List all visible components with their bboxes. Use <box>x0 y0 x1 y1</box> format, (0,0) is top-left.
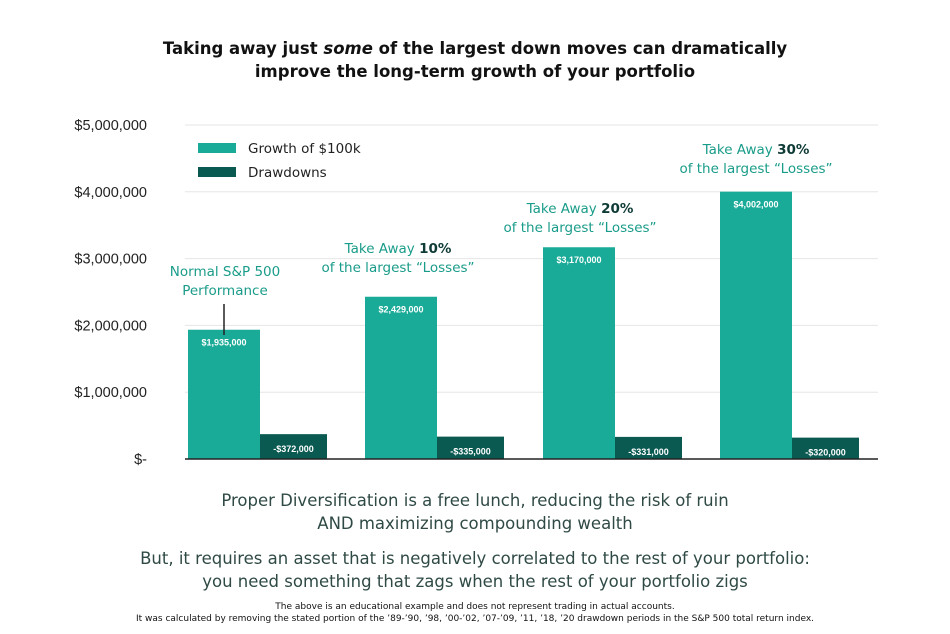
annotation-line-2: of the largest “Losses” <box>503 220 656 236</box>
bar-growth <box>188 329 260 459</box>
bar-drawdown <box>615 436 682 459</box>
annotation-line-2: Performance <box>182 283 268 299</box>
y-tick-label: $- <box>134 452 147 468</box>
y-tick-label: $5,000,000 <box>74 118 147 134</box>
annotation-line-1: Take Away 10% <box>344 241 452 257</box>
y-tick-label: $4,000,000 <box>74 185 147 201</box>
footnote: The above is an educational example and … <box>0 601 950 625</box>
annotation-line-1: Take Away 30% <box>702 142 810 158</box>
bar-growth <box>365 296 437 459</box>
bar-drawdown <box>260 434 327 459</box>
legend-swatch-growth <box>198 143 236 153</box>
title-emphasis: some <box>323 39 373 58</box>
tagline-2-line-2: you need something that zags when the re… <box>202 572 748 591</box>
legend-label-drawdown: Drawdowns <box>248 165 327 181</box>
data-label-drawdown: -$320,000 <box>805 448 846 458</box>
data-label-growth: $1,935,000 <box>201 338 246 348</box>
title-line-1: Taking away just some of the largest dow… <box>162 39 788 58</box>
chart-title: Taking away just some of the largest dow… <box>0 37 950 83</box>
tagline-1-line-1: Proper Diversification is a free lunch, … <box>221 491 729 510</box>
annotation-line-2: of the largest “Losses” <box>679 161 832 177</box>
data-label-drawdown: -$335,000 <box>450 447 491 457</box>
tagline-diversification: Proper Diversification is a free lunch, … <box>0 489 950 535</box>
bar-growth <box>720 191 792 460</box>
data-label-growth: $3,170,000 <box>556 255 601 265</box>
tagline-2-line-1: But, it requires an asset that is negati… <box>140 549 810 568</box>
title-line-2: improve the long-term growth of your por… <box>254 62 696 81</box>
legend-swatch-drawdown <box>198 167 236 177</box>
tagline-negative-correlation: But, it requires an asset that is negati… <box>0 547 950 593</box>
data-label-growth: $2,429,000 <box>378 305 423 315</box>
y-tick-label: $3,000,000 <box>74 252 147 268</box>
data-label-growth: $4,002,000 <box>733 200 778 210</box>
footnote-line-1: The above is an educational example and … <box>275 602 675 612</box>
annotation-line-1: Take Away 20% <box>526 201 634 217</box>
data-label-drawdown: -$372,000 <box>273 444 314 454</box>
y-tick-label: $2,000,000 <box>74 318 147 334</box>
y-tick-label: $1,000,000 <box>74 385 147 401</box>
annotation-line-2: of the largest “Losses” <box>321 260 474 276</box>
bar-growth <box>543 247 615 459</box>
annotation-line-1: Normal S&P 500 <box>170 264 280 280</box>
legend-label-growth: Growth of $100k <box>248 141 361 157</box>
footnote-line-2: It was calculated by removing the stated… <box>135 614 815 624</box>
data-label-drawdown: -$331,000 <box>628 447 669 457</box>
bar-chart: $- $1,000,000 $2,000,000 $3,000,000 $4,000,0… <box>74 118 878 468</box>
tagline-1-line-2: AND maximizing compounding wealth <box>317 514 633 533</box>
bar-drawdown <box>437 436 504 459</box>
bar-drawdown <box>792 437 859 459</box>
